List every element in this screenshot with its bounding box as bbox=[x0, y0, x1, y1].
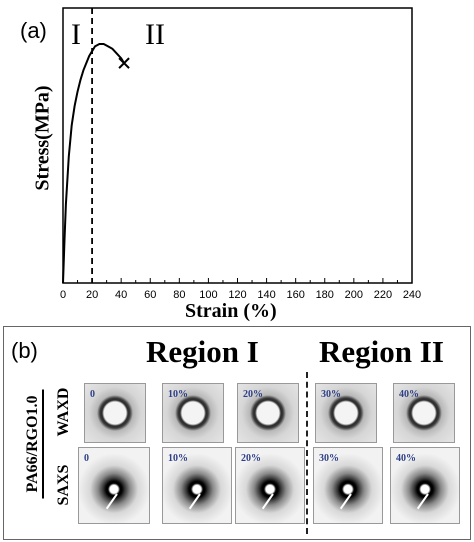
x-tick-labels: 0 20 40 60 80 100 120 140 160 180 200 220 240 bbox=[60, 289, 421, 301]
beamstop-arm bbox=[105, 493, 118, 510]
panel-b-label: (b) bbox=[11, 338, 38, 363]
stress-strain-curve bbox=[62, 43, 125, 284]
saxs-strain-label: 10% bbox=[168, 453, 188, 464]
saxs-strain-label: 30% bbox=[319, 453, 339, 464]
waxd-strain-label: 20% bbox=[243, 389, 263, 400]
y-axis-label: Stress(MPa) bbox=[31, 85, 54, 191]
x-axis-label: Strain (%) bbox=[185, 300, 277, 322]
x-tick-label: 40 bbox=[115, 289, 127, 301]
fracture-cross-marker bbox=[118, 57, 130, 69]
x-tick-label: 140 bbox=[257, 289, 275, 301]
waxd-pattern-20: 20% bbox=[237, 383, 299, 443]
region-ii-title: Region II bbox=[319, 334, 444, 369]
waxd-pattern-0: 0 bbox=[84, 383, 146, 443]
region-i-title: Region I bbox=[146, 334, 259, 369]
waxd-strain-label: 40% bbox=[399, 389, 419, 400]
saxs-pattern-20: 20% bbox=[235, 447, 305, 524]
row-label-waxd: WAXD bbox=[55, 387, 72, 437]
saxs-pattern-30: 30% bbox=[313, 447, 383, 524]
x-tick-label: 240 bbox=[403, 289, 421, 301]
sample-label: PA66/RGO1.0 bbox=[24, 389, 44, 499]
waxd-pattern-10: 10% bbox=[162, 383, 224, 443]
panel-a-label: (a) bbox=[20, 18, 47, 43]
x-tick-label: 0 bbox=[60, 289, 66, 301]
x-tick-label: 200 bbox=[345, 289, 363, 301]
waxd-pattern-30: 30% bbox=[315, 383, 377, 443]
x-tick-label: 20 bbox=[86, 289, 98, 301]
region-i-label: I bbox=[71, 18, 81, 51]
row-label-saxs: SAXS bbox=[55, 464, 72, 506]
waxd-pattern-40: 40% bbox=[393, 383, 455, 443]
saxs-strain-label: 0 bbox=[84, 453, 89, 464]
region-divider bbox=[306, 372, 308, 534]
waxd-strain-label: 30% bbox=[321, 389, 341, 400]
x-tick-label: 180 bbox=[316, 289, 334, 301]
x-tick-label: 100 bbox=[199, 289, 217, 301]
curve-layer bbox=[62, 8, 130, 284]
beamstop-arm bbox=[339, 493, 352, 510]
waxd-strain-label: 10% bbox=[168, 389, 188, 400]
beamstop-arm bbox=[261, 493, 274, 510]
saxs-strain-label: 20% bbox=[241, 453, 261, 464]
x-tick-label: 120 bbox=[228, 289, 246, 301]
x-tick-marks bbox=[62, 278, 413, 283]
saxs-strain-label: 40% bbox=[396, 453, 416, 464]
beamstop-arm bbox=[416, 493, 429, 510]
x-tick-label: 60 bbox=[144, 289, 156, 301]
x-tick-label: 220 bbox=[374, 289, 392, 301]
x-tick-label: 160 bbox=[286, 289, 304, 301]
panel-b-frame bbox=[3, 326, 471, 540]
stress-strain-chart: 0 20 40 60 80 100 120 140 160 180 200 220 240 bbox=[60, 7, 421, 301]
saxs-pattern-10: 10% bbox=[162, 447, 232, 524]
waxd-strain-label: 0 bbox=[90, 389, 95, 400]
cross-stroke bbox=[118, 57, 130, 69]
saxs-pattern-0: 0 bbox=[78, 447, 150, 524]
x-tick-label: 80 bbox=[173, 289, 185, 301]
chart-axes bbox=[62, 7, 413, 284]
beamstop-arm bbox=[188, 493, 201, 510]
saxs-pattern-40: 40% bbox=[390, 447, 460, 524]
region-ii-label: II bbox=[145, 18, 165, 51]
plot-frame bbox=[62, 7, 413, 284]
